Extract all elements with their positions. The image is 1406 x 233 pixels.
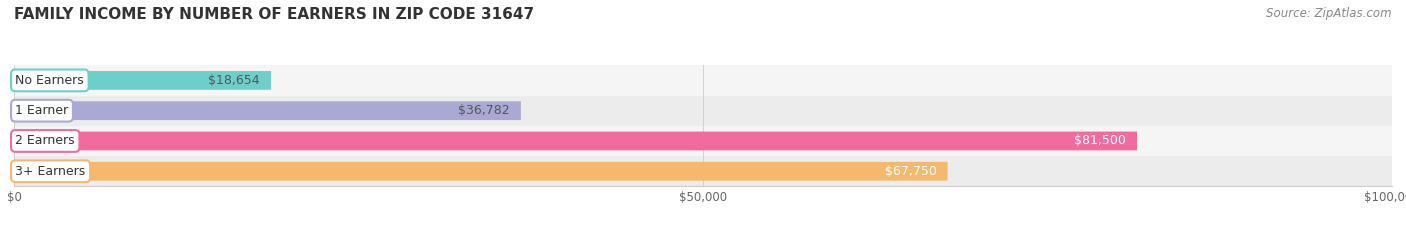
- Text: $67,750: $67,750: [884, 165, 936, 178]
- FancyBboxPatch shape: [14, 101, 520, 120]
- Bar: [14, 156, 1392, 186]
- Text: 2 Earners: 2 Earners: [15, 134, 75, 147]
- Text: Source: ZipAtlas.com: Source: ZipAtlas.com: [1267, 7, 1392, 20]
- Bar: [14, 96, 1392, 126]
- Bar: [14, 126, 1392, 156]
- FancyBboxPatch shape: [14, 162, 948, 181]
- Text: $81,500: $81,500: [1074, 134, 1126, 147]
- FancyBboxPatch shape: [14, 132, 1137, 150]
- Text: $18,654: $18,654: [208, 74, 260, 87]
- Bar: [14, 65, 1392, 96]
- Text: $36,782: $36,782: [458, 104, 510, 117]
- Text: FAMILY INCOME BY NUMBER OF EARNERS IN ZIP CODE 31647: FAMILY INCOME BY NUMBER OF EARNERS IN ZI…: [14, 7, 534, 22]
- Text: 1 Earner: 1 Earner: [15, 104, 69, 117]
- Text: 3+ Earners: 3+ Earners: [15, 165, 86, 178]
- Text: No Earners: No Earners: [15, 74, 84, 87]
- FancyBboxPatch shape: [14, 71, 271, 90]
